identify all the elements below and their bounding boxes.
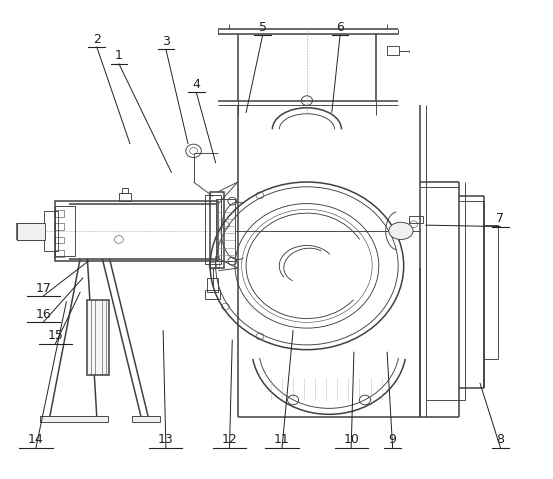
Text: 1: 1 — [115, 49, 123, 62]
Bar — [40, 416, 108, 422]
Bar — [54, 223, 64, 230]
Text: 3: 3 — [162, 35, 170, 48]
Bar — [54, 250, 64, 257]
Text: 15: 15 — [48, 330, 63, 342]
Bar — [55, 201, 218, 261]
Text: 17: 17 — [35, 282, 51, 295]
Bar — [17, 223, 45, 240]
Bar — [54, 237, 64, 243]
Bar — [54, 210, 64, 217]
Bar — [205, 290, 220, 299]
Text: 13: 13 — [158, 433, 174, 446]
Bar — [215, 256, 219, 268]
Text: 10: 10 — [343, 433, 359, 446]
Bar — [409, 216, 423, 223]
Ellipse shape — [389, 222, 413, 240]
Text: 7: 7 — [497, 212, 504, 225]
Bar — [207, 278, 218, 292]
Bar — [122, 188, 128, 193]
Bar — [132, 416, 160, 422]
Text: 2: 2 — [93, 33, 101, 46]
Bar — [44, 211, 58, 251]
Text: 8: 8 — [497, 433, 504, 446]
Text: 6: 6 — [336, 21, 344, 34]
Bar — [387, 46, 399, 55]
Bar — [205, 195, 221, 264]
Bar — [87, 300, 109, 375]
Bar — [119, 193, 131, 201]
Bar — [216, 199, 235, 261]
Text: 4: 4 — [192, 78, 200, 91]
Text: 5: 5 — [259, 21, 267, 34]
Text: 16: 16 — [35, 308, 51, 321]
Bar — [210, 192, 224, 268]
Text: 12: 12 — [222, 433, 237, 446]
Text: 11: 11 — [274, 433, 290, 446]
Text: 9: 9 — [389, 433, 397, 446]
Bar — [55, 206, 75, 256]
Text: 14: 14 — [28, 433, 44, 446]
